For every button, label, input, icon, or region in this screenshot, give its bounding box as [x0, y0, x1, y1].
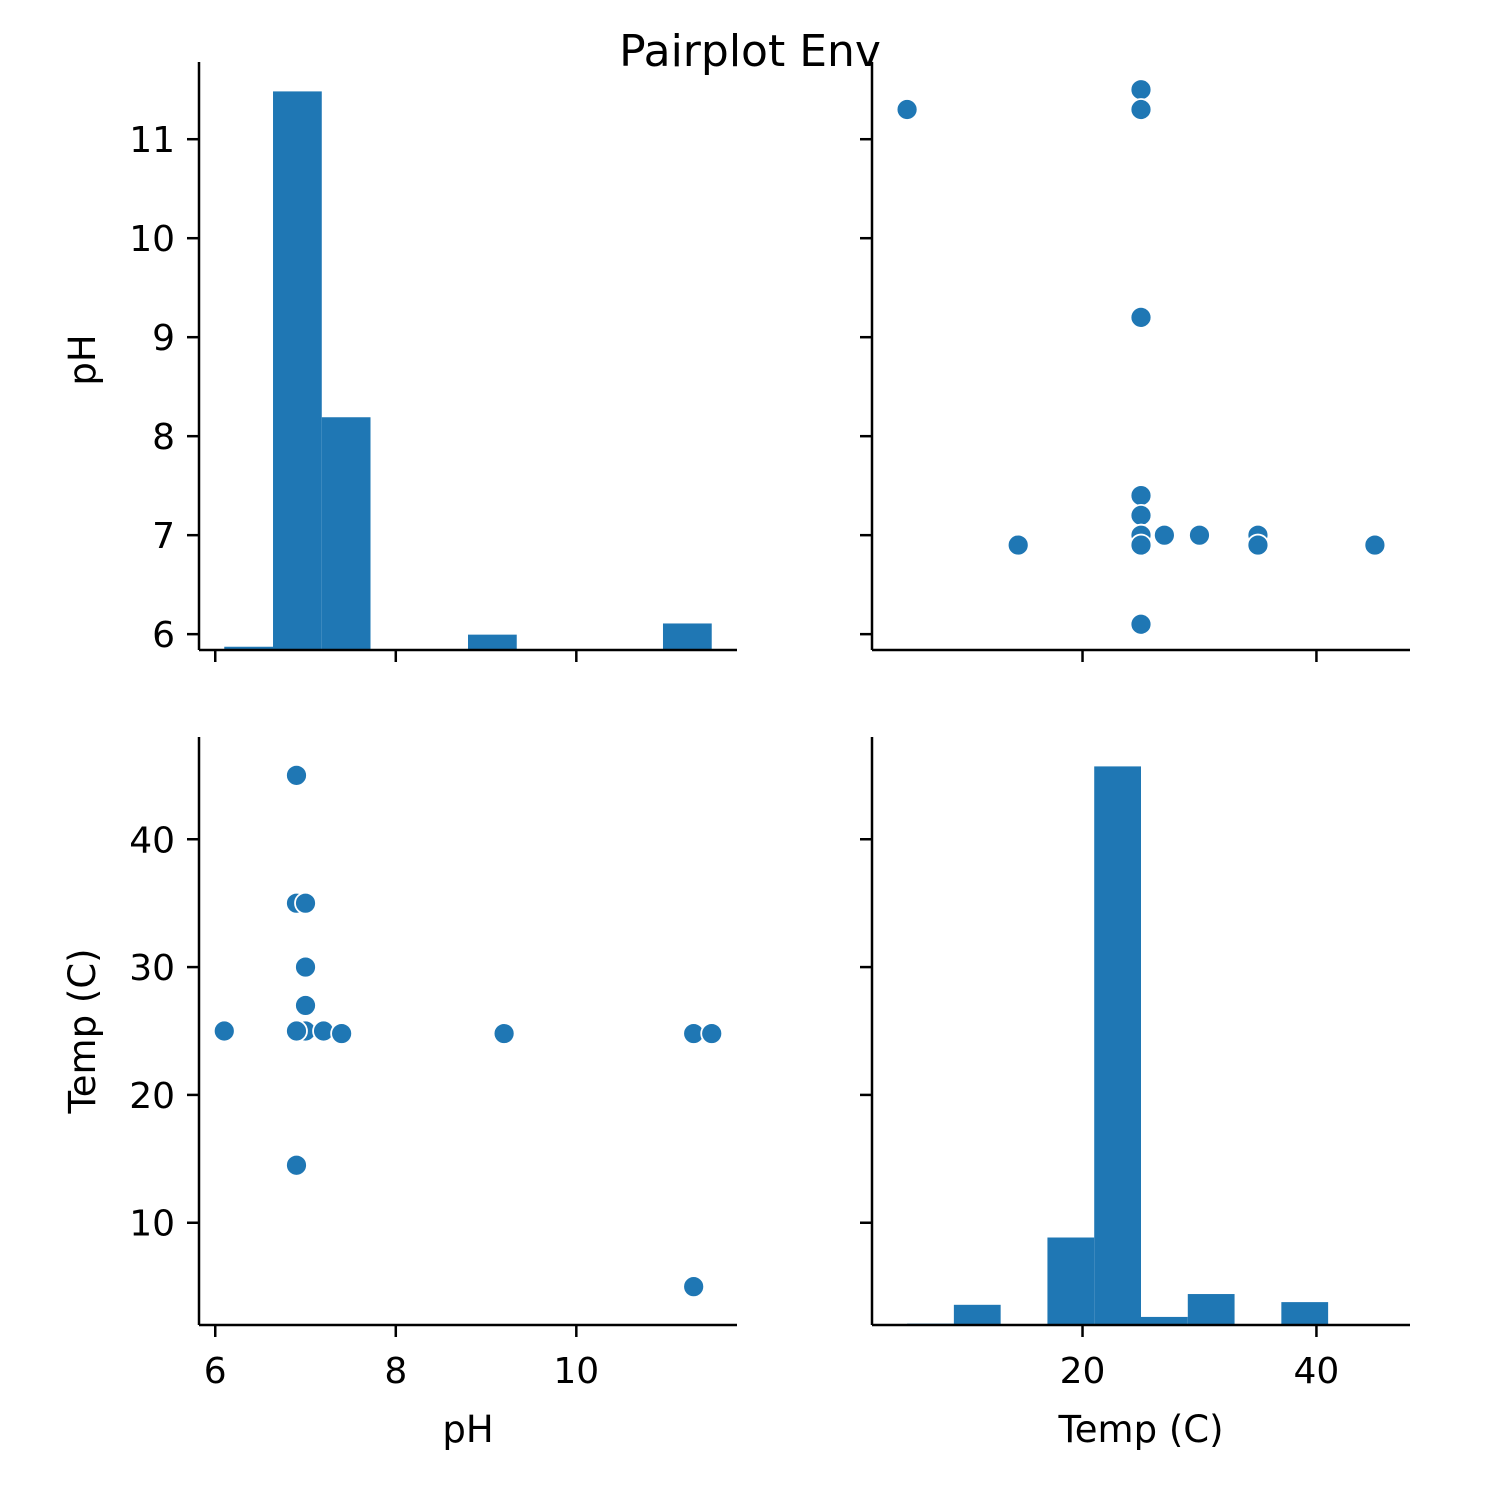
x-axis-label-temp: Temp (C) [1057, 1408, 1223, 1451]
scatter-point [700, 1022, 724, 1045]
scatter-point [1129, 98, 1153, 121]
y-tick-label: 30 [129, 948, 175, 989]
y-tick-label: 7 [152, 516, 175, 557]
panel-temp-vs-ph-scatter [860, 62, 1410, 662]
y-tick-label: 9 [152, 318, 175, 359]
histogram-bar [1047, 1237, 1095, 1325]
histogram-bar [953, 1304, 1001, 1325]
scatter-point [294, 891, 317, 915]
y-tick-label: 10 [129, 1204, 175, 1245]
y-axis-label-temp: Temp (C) [61, 948, 104, 1114]
histogram-bar [1094, 766, 1141, 1325]
scatter-point [294, 994, 317, 1017]
x-tick-label: 6 [204, 1351, 227, 1392]
scatter-point [1246, 533, 1270, 557]
histogram-bar [321, 417, 371, 650]
scatter-point [492, 1022, 516, 1045]
scatter-point [212, 1019, 236, 1043]
scatter-point [1363, 533, 1387, 557]
x-tick-label: 10 [553, 1351, 599, 1392]
scatter-point [1129, 305, 1153, 329]
scatter-point [1152, 523, 1176, 547]
y-tick-label: 10 [129, 219, 175, 260]
x-tick-label: 8 [384, 1351, 407, 1392]
histogram-bar [1281, 1302, 1329, 1325]
panel-temp-histogram: 20 40 [860, 737, 1410, 1392]
scatter-point [1129, 612, 1153, 636]
y-tick-label: 11 [129, 120, 175, 161]
x-axis-label-ph: pH [442, 1408, 493, 1451]
scatter-point [895, 98, 919, 121]
scatter-point [1188, 523, 1211, 547]
y-tick-label: 6 [152, 615, 175, 656]
scatter-point [682, 1275, 706, 1299]
scatter-point [1129, 533, 1153, 557]
scatter-point [1129, 503, 1153, 527]
histogram-bar [1141, 1316, 1188, 1325]
scatter-point [285, 1153, 308, 1177]
y-tick-label: 20 [129, 1076, 175, 1117]
histogram-bar [662, 623, 712, 650]
panel-ph-vs-temp-scatter: 6 8 10 10 20 30 40 [129, 737, 737, 1392]
figure-title: Pairplot Env [619, 26, 881, 77]
x-tick-label: 20 [1060, 1351, 1106, 1392]
panel-ph-histogram: 6 7 8 9 10 11 [129, 62, 737, 662]
scatter-point [1129, 78, 1153, 102]
y-tick-label: 40 [129, 820, 175, 861]
histogram-bar [1187, 1294, 1235, 1325]
scatter-point [294, 955, 317, 979]
x-tick-label: 40 [1294, 1351, 1340, 1392]
scatter-point [330, 1022, 354, 1045]
histogram-bar [273, 91, 322, 650]
scatter-point [1129, 484, 1153, 507]
scatter-point [285, 763, 308, 787]
histogram-bar [224, 646, 274, 650]
histogram-bar [468, 634, 517, 650]
y-axis-label-ph: pH [61, 334, 104, 385]
scatter-point [1006, 533, 1030, 557]
y-tick-label: 8 [152, 417, 175, 458]
scatter-point [285, 1019, 308, 1043]
